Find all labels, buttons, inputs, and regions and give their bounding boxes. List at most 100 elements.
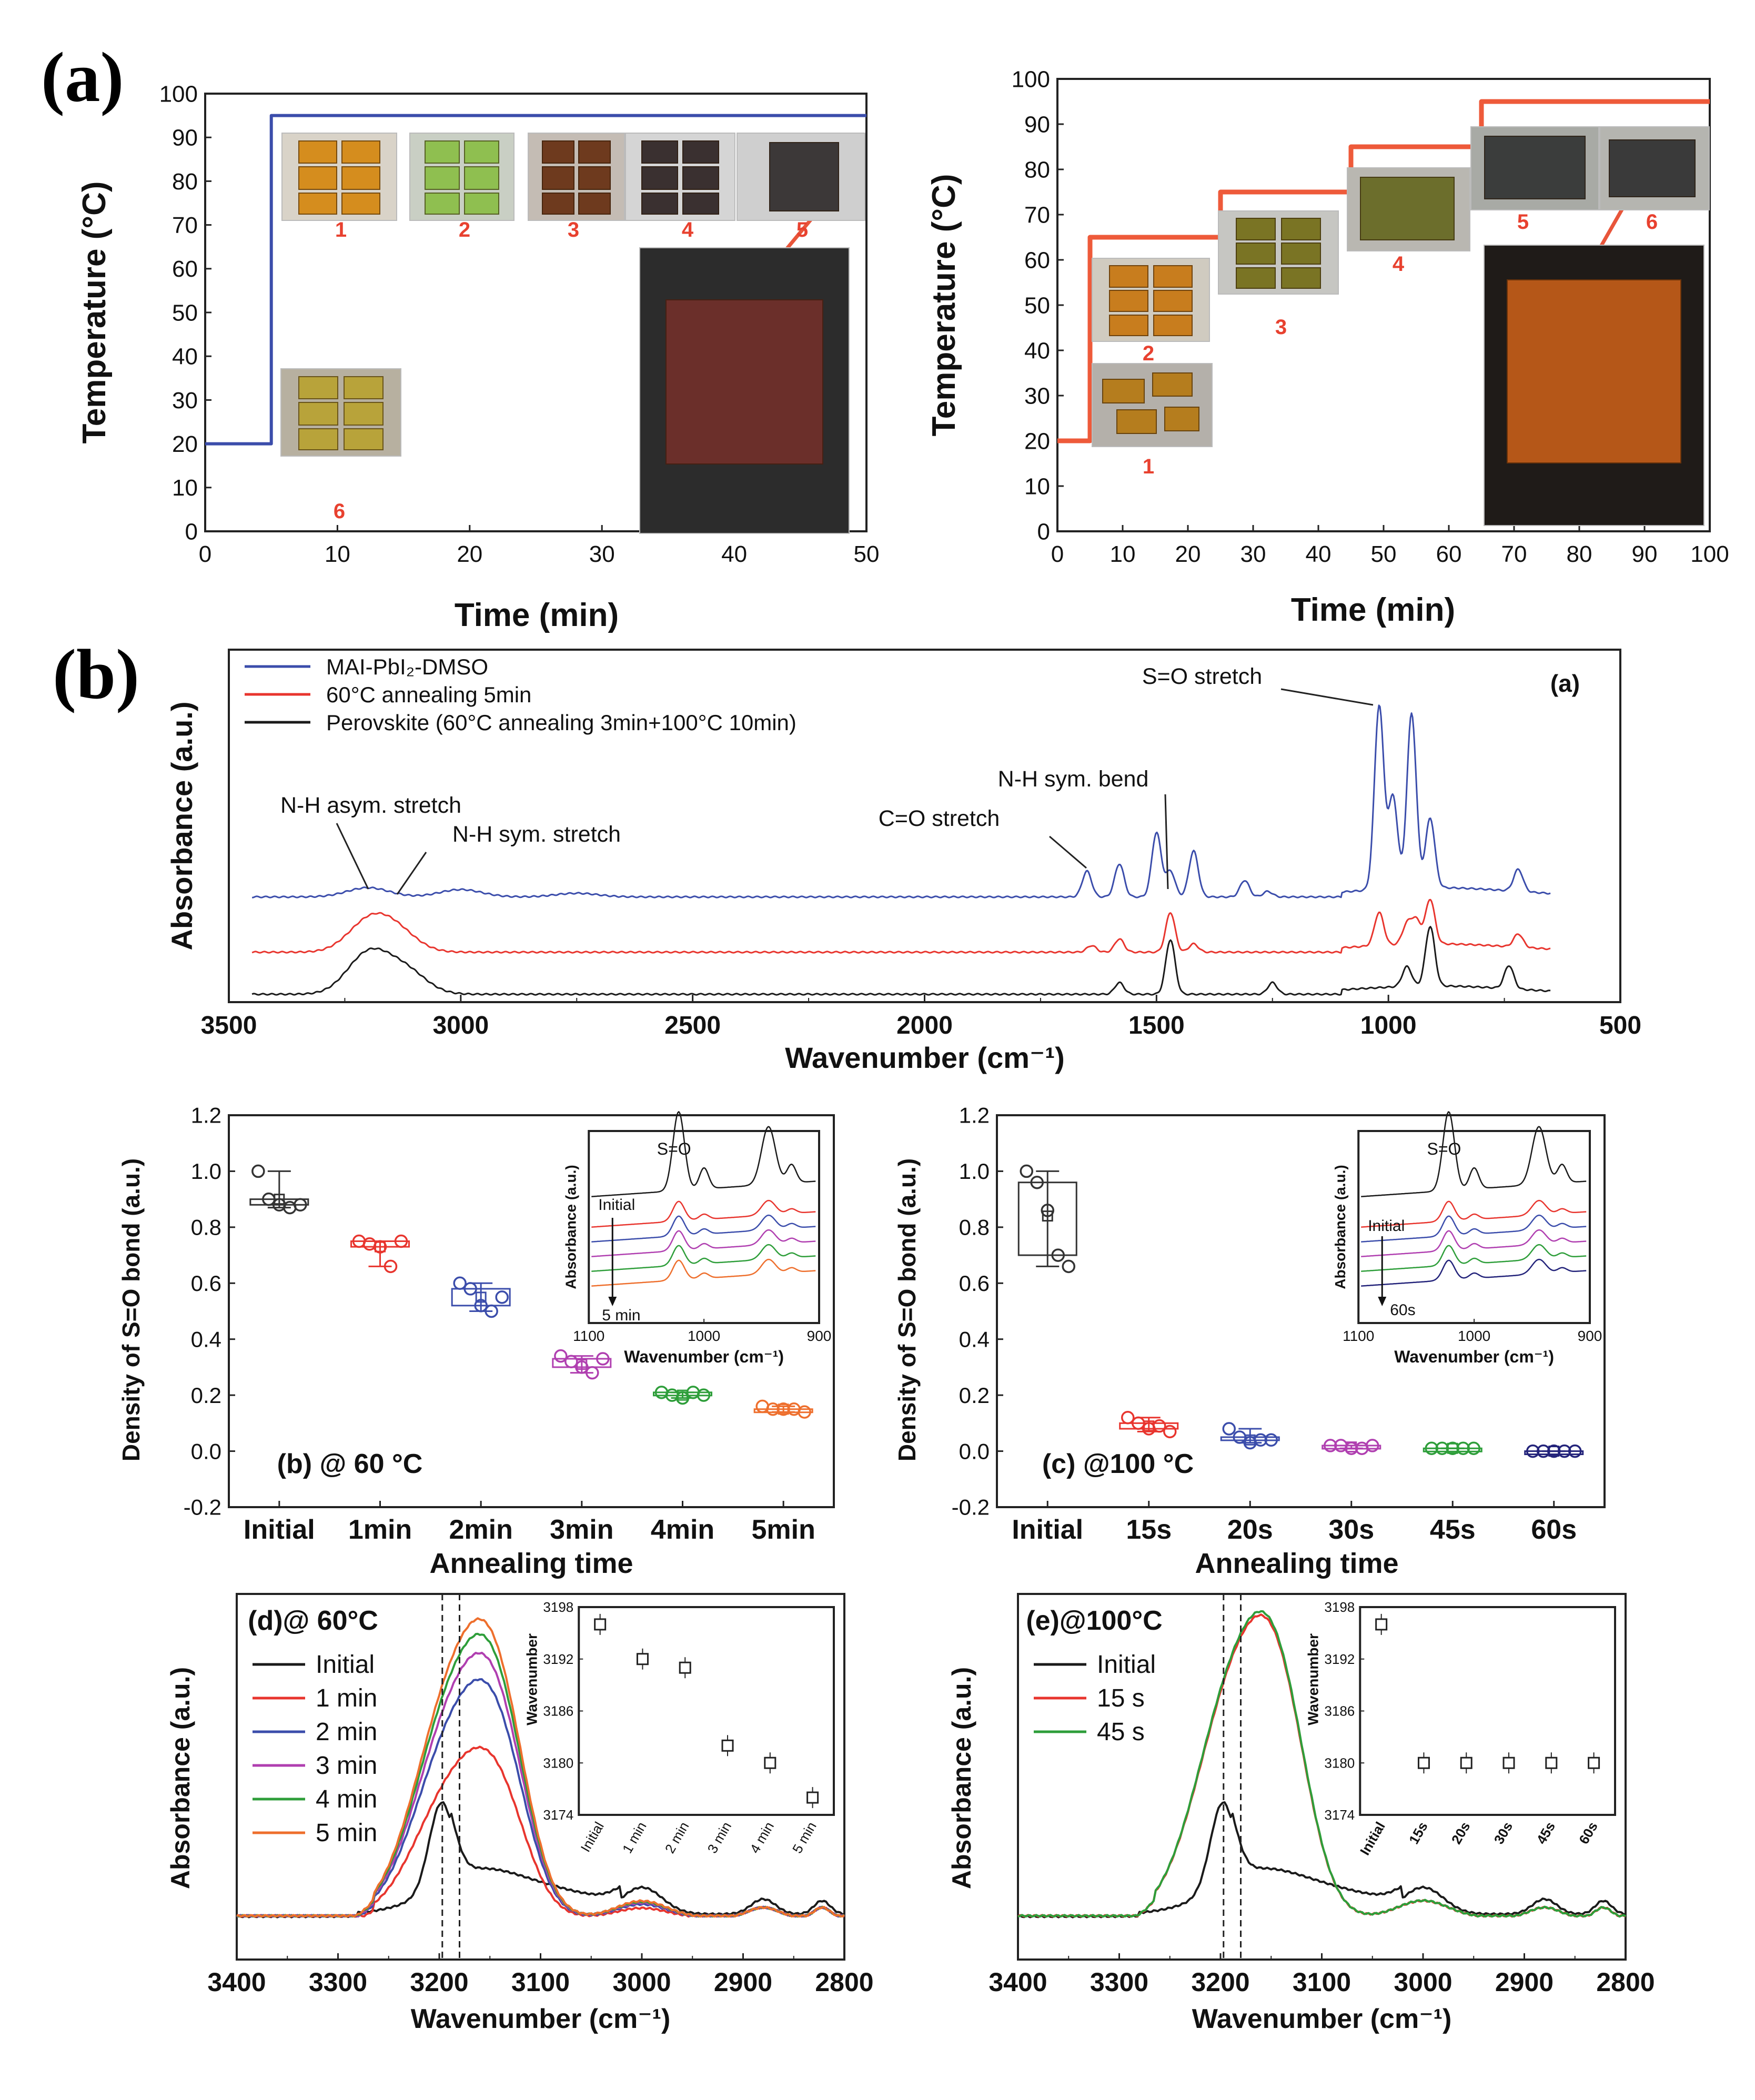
inset-x-tick-label: 1000 (1458, 1328, 1490, 1344)
series-line-3 (251, 926, 1551, 996)
data-point (1537, 1444, 1550, 1458)
photo-number-label: 4 (1393, 253, 1405, 276)
annotation: S=O stretch (1142, 664, 1262, 689)
data-point (1062, 1259, 1075, 1274)
photo-number-label: 2 (459, 218, 470, 241)
y-tick-label: 70 (1024, 202, 1050, 228)
inset-y-label: Wavenumber (1305, 1633, 1321, 1725)
x-tick-label: 20 (1175, 541, 1201, 567)
y-axis-label: Temperature (°C) (76, 181, 113, 443)
y-tick-label: 40 (172, 344, 198, 370)
chart-b-box60: -0.2 0.0 0.2 0.4 0.6 0.8 1.0 1.2 Initial 1min 2min… (117, 1103, 835, 1579)
inset-label: Initial (598, 1196, 635, 1214)
x-tick-label: 90 (1632, 541, 1658, 567)
inset-x-tick-label: 900 (1578, 1328, 1602, 1344)
inset-y-tick-label: 3174 (543, 1807, 573, 1823)
inset-series (1361, 1111, 1587, 1197)
annotation-leader (396, 852, 427, 895)
data-point (1041, 1204, 1054, 1217)
data-point (1558, 1444, 1571, 1458)
y-axis-label: Absorbance (a.u.) (166, 1667, 195, 1889)
x-tick-label: 40 (1306, 541, 1332, 567)
y-tick-label: 80 (1024, 157, 1050, 183)
inset-data-point (594, 1618, 607, 1631)
x-tick-label: 40 (721, 541, 747, 567)
sample-tile (1506, 279, 1682, 464)
sample-tile (1108, 290, 1149, 312)
inset-data-point (764, 1756, 776, 1769)
sample-tile (1280, 267, 1322, 289)
sample-tile (1153, 315, 1193, 336)
inset-series (1361, 1244, 1587, 1272)
annotation: N-H asym. stretch (280, 793, 461, 818)
y-tick-label: -0.2 (952, 1495, 990, 1520)
y-tick-label: 0.8 (959, 1215, 990, 1240)
panel-label-a: (a) (41, 38, 124, 117)
box (1322, 1445, 1381, 1450)
panel-tag: (c) @100 °C (1042, 1449, 1194, 1479)
sample-tile (542, 140, 574, 164)
sample-tile (343, 376, 384, 400)
legend-label: 15 s (1097, 1684, 1145, 1712)
annotation-leader (1049, 835, 1087, 869)
y-tick-label: 30 (1024, 383, 1050, 409)
x-tick-label: 2900 (1495, 1967, 1554, 1997)
inset-data-point (1460, 1756, 1472, 1769)
series-line-6 (236, 1617, 845, 1918)
sample-tile (1116, 409, 1157, 434)
inset-series (1361, 1229, 1587, 1257)
data-point (1163, 1425, 1177, 1439)
annotation-leader (336, 823, 369, 890)
x-tick-label: 30s (1328, 1515, 1374, 1545)
data-point (675, 1391, 690, 1405)
sample-tile (641, 192, 678, 215)
x-tick-label: 3300 (309, 1967, 367, 1997)
y-tick-label: 0.2 (191, 1383, 221, 1408)
x-tick-label: 3400 (989, 1967, 1047, 1997)
sample-tile (298, 140, 337, 164)
data-point (1467, 1441, 1480, 1455)
inset-x-tick-label: 1000 (688, 1328, 720, 1344)
x-axis-label: Annealing time (429, 1548, 633, 1579)
y-tick-label: 20 (1024, 428, 1050, 454)
inset-series (591, 1199, 816, 1228)
sample-tile (578, 166, 611, 190)
data-point (251, 1164, 265, 1178)
inset-data-point (1502, 1756, 1515, 1769)
chart-b-ftir: 3500 3000 2500 2000 1500 1000 500 MAI-PbI₂-DMSO… (165, 649, 1641, 1074)
x-tick-label: 3100 (511, 1967, 570, 1997)
sample-tile (425, 140, 460, 164)
inset-data-point (636, 1653, 649, 1665)
x-tick-label: 3300 (1090, 1967, 1148, 1997)
data-point (1568, 1444, 1582, 1458)
sample-photo (1092, 258, 1210, 342)
x-axis-label: Time (min) (455, 597, 619, 633)
y-tick-label: 0.0 (959, 1439, 990, 1463)
y-tick-label: 30 (172, 388, 198, 413)
sample-tile (1280, 243, 1322, 265)
x-tick-label: 5min (751, 1515, 815, 1545)
data-point (1324, 1439, 1337, 1452)
legend-label: 45 s (1097, 1718, 1145, 1746)
x-tick-label: 15s (1126, 1515, 1172, 1545)
data-point (1254, 1433, 1267, 1447)
data-point (463, 1282, 477, 1296)
y-tick-label: 0.2 (959, 1383, 990, 1408)
series-line (1057, 99, 1710, 443)
sample-photo (1347, 167, 1470, 251)
sample-tile (298, 192, 337, 215)
x-axis-label: Time (min) (1291, 592, 1455, 628)
sample-tile (1108, 315, 1149, 336)
sample-tile (1108, 265, 1149, 288)
series-line-1 (252, 704, 1551, 898)
y-tick-label: 80 (172, 169, 198, 195)
sample-photo-large (1484, 245, 1704, 526)
x-tick-label: 2000 (896, 1012, 953, 1039)
inset-x-tick-label: 1 min (619, 1819, 650, 1856)
data-point (1547, 1444, 1561, 1458)
data-point (485, 1304, 498, 1318)
data-point (1526, 1444, 1540, 1458)
data-point (1233, 1430, 1246, 1444)
sample-photo (1470, 126, 1599, 210)
data-point (776, 1402, 790, 1416)
